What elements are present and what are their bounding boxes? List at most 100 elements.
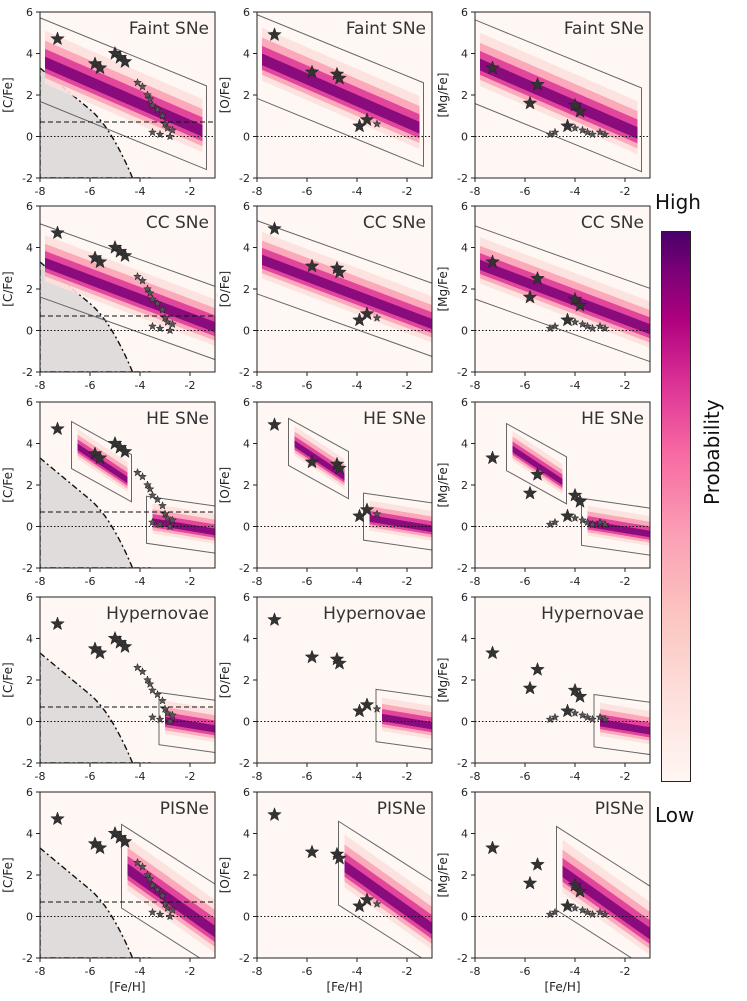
star-point: [600, 909, 610, 919]
colorbar-low-label: Low: [655, 803, 695, 827]
contour-1: [338, 820, 432, 958]
x-tick-label: -2: [185, 379, 196, 392]
panel-5-O: PISNe -2 0 2 4 6 -8 -6 -4 -2 [O/Fe] [Fe/H]: [218, 786, 433, 994]
star-point: [567, 97, 583, 112]
star-point: [133, 271, 142, 281]
star-point: [530, 76, 545, 91]
star-point: [165, 911, 175, 921]
star-point: [92, 840, 108, 855]
contour-1: [593, 693, 650, 756]
excluded-region: [40, 457, 151, 568]
y-tick-label: 0: [243, 716, 250, 729]
star-point: [583, 907, 592, 917]
star-point: [168, 319, 177, 329]
y-tick-label: 6: [461, 786, 468, 799]
x-tick-label: -2: [185, 575, 196, 588]
y-tick-label: -2: [457, 757, 468, 770]
star-point: [545, 129, 555, 139]
star-point: [168, 905, 177, 915]
panel-title: Hypernovae: [106, 604, 209, 624]
star-point: [550, 127, 560, 137]
y-tick-label: 2: [243, 479, 250, 492]
star-point: [163, 123, 172, 132]
star-point: [587, 714, 598, 724]
y-tick-label: 0: [243, 911, 250, 924]
y-tick-label: 6: [243, 6, 250, 19]
star-point: [595, 127, 605, 137]
star-point: [359, 697, 375, 712]
star-point: [578, 319, 587, 329]
panel-title: CC SNe: [581, 213, 644, 233]
y-axis-label: [C/Fe]: [1, 857, 15, 892]
y-tick-label: 2: [243, 283, 250, 296]
y-tick-label: 2: [461, 479, 468, 492]
probability-band-1-level-4: [369, 515, 432, 533]
y-tick-label: 0: [461, 716, 468, 729]
y-tick-label: 4: [243, 828, 250, 841]
star-point: [133, 662, 142, 672]
star-point: [152, 494, 163, 504]
probability-band-1-level-4: [562, 865, 650, 940]
panel-1-C: Faint SNe -2 0 2 4 6 -8 -6 -4 -2 [C/Fe]: [1, 6, 216, 198]
y-tick-label: 2: [243, 674, 250, 687]
star-point: [148, 880, 157, 890]
star-point: [600, 714, 610, 724]
x-tick-label: -4: [570, 965, 581, 978]
star-point: [304, 454, 320, 469]
star-point: [545, 714, 555, 724]
x-tick-label: -6: [520, 770, 531, 783]
panel-4-C: Hypernovae -2 0 2 4 6 -8 -6 -4 -2 [C/Fe]: [1, 591, 216, 783]
star-point: [600, 129, 610, 139]
star-point: [600, 323, 610, 333]
star-point: [359, 112, 375, 127]
x-axis-label: [Fe/H]: [544, 980, 580, 994]
star-point: [165, 325, 175, 335]
star-point: [560, 508, 575, 523]
x-tick-label: -6: [302, 575, 313, 588]
probability-band-2-level-4: [294, 440, 345, 481]
probability-band-1-level-4: [262, 53, 420, 134]
star-point: [578, 905, 587, 915]
x-tick-label: -6: [85, 770, 96, 783]
star-point: [583, 321, 592, 331]
y-tick-label: -2: [22, 757, 33, 770]
star-point: [595, 517, 605, 527]
star-point: [530, 661, 545, 676]
contour-1: [375, 688, 432, 750]
x-tick-label: -8: [35, 379, 46, 392]
star-point: [168, 710, 177, 720]
y-axis-label: [C/Fe]: [1, 271, 15, 306]
excluded-region: [40, 652, 151, 763]
star-point: [600, 519, 610, 529]
star-point: [359, 306, 375, 321]
star-point: [567, 682, 583, 697]
y-tick-label: 2: [243, 89, 250, 102]
panel-4-O: Hypernovae -2 0 2 4 6 -8 -6 -4 -2 [O/Fe]: [218, 591, 433, 783]
y-tick-label: -2: [22, 366, 33, 379]
y-tick-label: -2: [457, 952, 468, 965]
panel-title: Faint SNe: [346, 19, 426, 39]
star-point: [163, 513, 172, 522]
x-tick-label: -2: [620, 185, 631, 198]
x-tick-label: -8: [470, 965, 481, 978]
star-point: [359, 892, 375, 907]
star-point: [92, 645, 108, 660]
panel-title: CC SNe: [146, 213, 209, 233]
y-tick-label: -2: [22, 952, 33, 965]
y-axis-label: [Mg/Fe]: [436, 266, 450, 311]
y-tick-label: -2: [457, 172, 468, 185]
x-tick-label: -6: [520, 379, 531, 392]
x-tick-label: -6: [302, 379, 313, 392]
star-point: [304, 258, 320, 273]
x-tick-label: -6: [302, 965, 313, 978]
star-point: [522, 289, 538, 304]
star-point: [117, 444, 133, 459]
x-tick-label: -8: [252, 379, 263, 392]
panel-title: Hypernovae: [323, 604, 426, 624]
y-tick-label: -2: [22, 562, 33, 575]
x-tick-label: -8: [470, 379, 481, 392]
x-tick-label: -8: [470, 575, 481, 588]
y-tick-label: 4: [26, 828, 33, 841]
x-tick-label: -4: [352, 379, 363, 392]
y-tick-label: 6: [26, 591, 33, 604]
